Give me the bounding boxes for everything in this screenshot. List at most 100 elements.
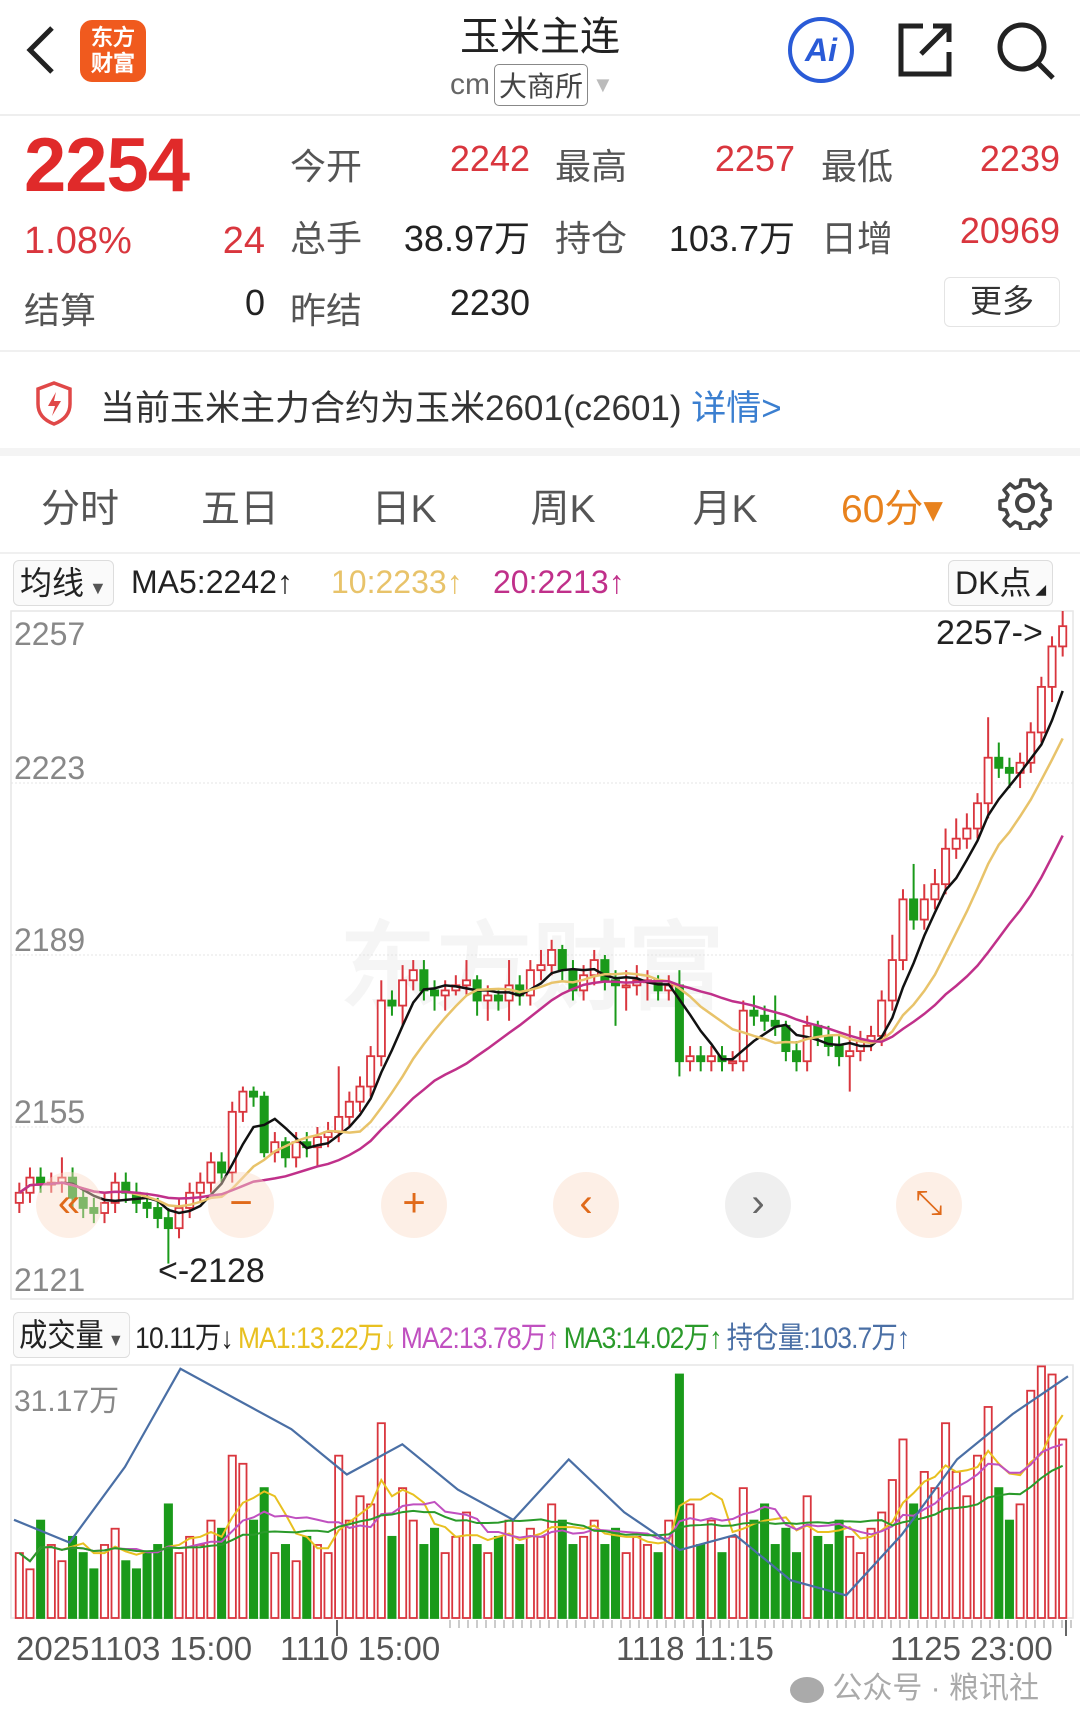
candle: [68, 1176, 78, 1199]
ai-button[interactable]: Ai: [788, 17, 854, 83]
volume-bar: [909, 1503, 919, 1619]
tab-intraday[interactable]: 分时: [40, 488, 120, 531]
tab-monthly-k[interactable]: 月K: [692, 488, 758, 531]
back-button[interactable]: [22, 20, 62, 80]
scroll-start-button[interactable]: «: [36, 1172, 102, 1238]
prev-settle-label: 昨结: [290, 290, 363, 331]
tab-weekly-k[interactable]: 周K: [530, 488, 596, 531]
volume-bar: [227, 1454, 237, 1619]
candle: [355, 1085, 365, 1103]
volume-bar: [813, 1535, 823, 1619]
page-title: 玉米主连: [460, 15, 620, 59]
candle: [621, 984, 631, 989]
volume-bar: [398, 1487, 408, 1619]
volume-bar: [877, 1511, 887, 1619]
volume-bar: [983, 1406, 993, 1619]
volume-bar: [930, 1487, 940, 1619]
volume-bar: [611, 1527, 621, 1619]
candle: [89, 1207, 99, 1214]
volume-bar: [206, 1519, 216, 1619]
candle: [185, 1191, 195, 1209]
ma10-value: 10:2233↑: [331, 564, 463, 600]
candle: [994, 756, 1004, 769]
candle: [898, 898, 908, 961]
volume-bar: [653, 1552, 663, 1619]
tab-five-day[interactable]: 五日: [200, 488, 280, 531]
candle: [291, 1141, 301, 1159]
volume-bar: [749, 1519, 759, 1619]
volume-bar: [174, 1552, 184, 1619]
volume-bar: [163, 1503, 173, 1619]
volume-bar: [376, 1422, 386, 1619]
candle: [366, 1055, 376, 1088]
candle: [483, 994, 493, 1002]
volume-bar: [696, 1544, 706, 1619]
app-logo: 东方 财富: [80, 20, 146, 82]
candle: [344, 1100, 354, 1118]
double-chevron-left-icon: «: [57, 1181, 81, 1225]
divider: [0, 350, 1080, 352]
divider: [0, 552, 1080, 554]
chevron-left-icon: ‹: [579, 1181, 593, 1225]
volume-indicator-selector[interactable]: 成交量 ▼: [13, 1312, 130, 1358]
candle: [78, 1196, 88, 1209]
tab-60min[interactable]: 60分▾: [841, 488, 943, 531]
ma20-value: 20:2213↑: [493, 564, 625, 600]
more-button[interactable]: 更多: [944, 277, 1060, 327]
candle: [536, 964, 546, 972]
volume-bar: [121, 1560, 131, 1619]
notice-details-link[interactable]: 详情>: [691, 389, 782, 428]
volume-chart[interactable]: [0, 1360, 1080, 1640]
volume-bar: [430, 1527, 440, 1619]
candle: [36, 1176, 46, 1184]
dk-point-button[interactable]: DK点 ◢: [948, 560, 1054, 606]
candle: [525, 969, 535, 997]
daily-inc-value: 20969: [959, 210, 1060, 251]
candle: [493, 994, 503, 1002]
scroll-right-button[interactable]: ›: [725, 1172, 791, 1238]
candlestick-chart[interactable]: [0, 600, 1080, 1310]
volume-bar: [440, 1552, 450, 1619]
volume-bar: [46, 1544, 56, 1619]
zoom-out-button[interactable]: −: [208, 1172, 274, 1238]
volume-bar: [387, 1535, 397, 1619]
candle: [930, 883, 940, 901]
volume-bar: [110, 1527, 120, 1619]
scroll-left-button[interactable]: ‹: [553, 1172, 619, 1238]
volume-bar: [323, 1552, 333, 1619]
corner-triangle-icon: ◢: [1031, 581, 1047, 597]
tab-daily-k[interactable]: 日K: [371, 488, 437, 531]
settle-value: 0: [244, 282, 265, 323]
volume-bar: [185, 1535, 195, 1619]
fullscreen-button[interactable]: ⤡: [896, 1172, 962, 1238]
last-price: 2254: [24, 123, 190, 208]
volume-bar: [483, 1552, 493, 1619]
search-button[interactable]: [995, 20, 1057, 87]
volume-bar: [951, 1470, 961, 1619]
volume-bar: [89, 1568, 99, 1619]
contract-selector[interactable]: cm 大商所 ▼: [450, 64, 614, 106]
candle: [983, 756, 993, 805]
high-annotation: 2257->: [936, 614, 1043, 652]
candle: [834, 1045, 844, 1058]
volume-bar: [217, 1527, 227, 1619]
volume-bar: [153, 1544, 163, 1619]
volume-bar: [99, 1544, 110, 1619]
back-chevron-icon: [26, 26, 54, 74]
zoom-in-button[interactable]: +: [381, 1172, 447, 1238]
indicator-selector[interactable]: 均线 ▼: [13, 560, 114, 606]
volume-indicator-label: 成交量: [19, 1317, 104, 1353]
candle: [706, 1055, 716, 1063]
volume-bar: [461, 1511, 471, 1619]
ma-legend: 均线 ▼ MA5:2242↑ 10:2233↑ 20:2213↑ DK点 ◢: [0, 560, 1080, 610]
chart-settings-button[interactable]: [998, 476, 1052, 535]
volume-bar: [621, 1552, 631, 1619]
share-button[interactable]: [895, 20, 957, 85]
ma10-line: [18, 737, 1064, 1208]
vol-ma2-value: MA2:13.78万↑: [400, 1322, 559, 1355]
volume-bar: [366, 1503, 376, 1619]
candle: [962, 827, 972, 840]
candle: [376, 999, 386, 1058]
candle: [749, 1009, 759, 1017]
volume-bar: [557, 1519, 567, 1619]
